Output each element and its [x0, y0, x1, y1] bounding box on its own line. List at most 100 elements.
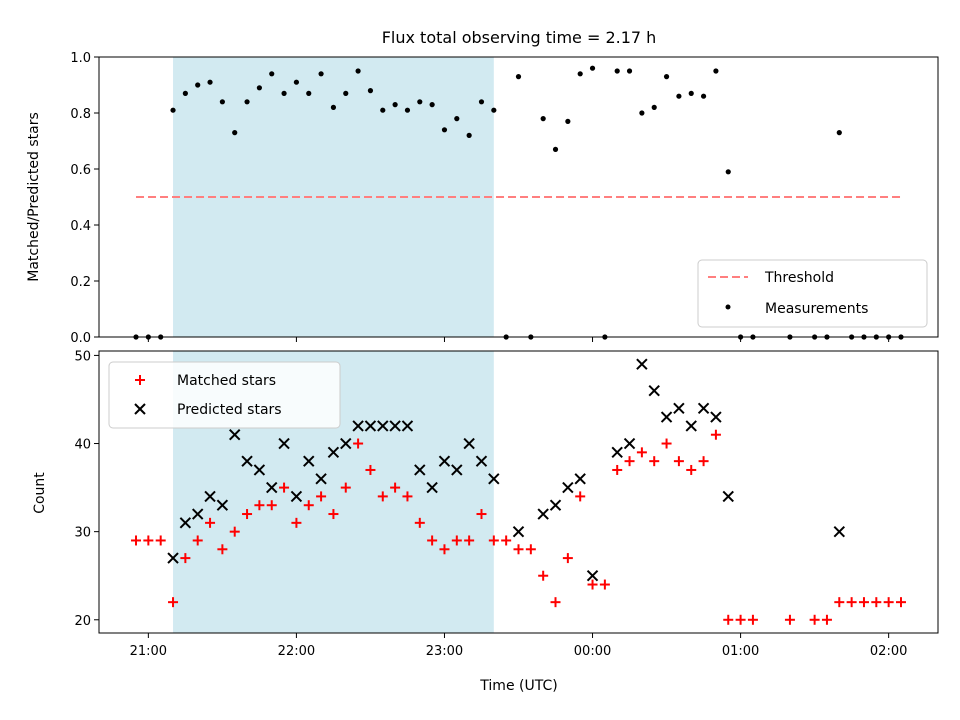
matched-star-point — [217, 544, 228, 555]
top-chart-title: Flux total observing time = 2.17 h — [382, 28, 657, 47]
top-y-axis-label: Matched/Predicted stars — [26, 112, 42, 282]
measurement-point — [515, 74, 522, 80]
matched-star-point — [242, 509, 253, 520]
matched-star-point — [538, 570, 549, 581]
measurement-point — [404, 107, 411, 113]
predicted-star-point — [512, 525, 525, 538]
matched-star-point — [649, 456, 660, 467]
predicted-star-point — [290, 490, 303, 503]
predicted-star-point — [833, 525, 846, 538]
measurement-point — [182, 90, 188, 96]
bottom-y-tick-label: 20 — [74, 614, 91, 629]
legend-matched-label: Matched stars — [177, 373, 276, 389]
top-y-tick-label: 0.0 — [70, 331, 91, 346]
matched-star-point — [834, 597, 845, 608]
bottom-y-tick-label: 30 — [74, 526, 91, 541]
predicted-star-point — [574, 473, 586, 485]
measurement-point — [269, 71, 275, 77]
matched-star-point — [402, 491, 413, 502]
matched-star-point — [439, 544, 450, 555]
top-plot-frame — [98, 56, 939, 338]
top-panel: 0.0 0.2 0.4 0.6 0.8 1.0 Matched/Predicted sta… — [26, 51, 939, 346]
top-y-tick-label: 0.4 — [70, 219, 91, 234]
predicted-star-point — [229, 429, 241, 441]
measurement-point — [577, 71, 583, 77]
matched-star-point — [192, 535, 203, 546]
predicted-star-point — [216, 499, 229, 511]
predicted-star-point — [463, 437, 475, 450]
measurement-point — [713, 68, 719, 74]
matched-star-point — [661, 438, 672, 449]
measurement-point — [626, 68, 633, 74]
matched-star-point — [846, 597, 857, 608]
predicted-star-point — [685, 420, 697, 432]
measurement-point — [565, 118, 571, 124]
matched-star-point — [501, 535, 512, 546]
top-y-tick-label: 1.0 — [70, 51, 91, 66]
measurement-point — [392, 102, 398, 108]
matched-star-point — [488, 535, 499, 546]
measurements-series — [133, 65, 904, 340]
predicted-star-point — [401, 420, 414, 432]
matched-star-point — [784, 614, 795, 625]
predicted-star-point — [648, 384, 660, 397]
predicted-star-point — [414, 464, 426, 476]
legend-predicted-swatch — [134, 403, 146, 415]
measurement-point — [725, 169, 731, 175]
predicted-star-point — [636, 358, 648, 370]
measurement-point — [614, 68, 620, 74]
measurement-point — [232, 130, 238, 136]
matched-star-point — [353, 438, 364, 449]
matched-star-point — [599, 579, 610, 590]
predicted-star-point — [191, 508, 204, 520]
matched-star-point — [328, 509, 339, 520]
measurement-point — [367, 88, 374, 94]
matched-star-point — [636, 447, 647, 458]
measurement-point — [207, 79, 213, 85]
measurement-point — [343, 90, 349, 96]
matched-star-point — [390, 482, 401, 493]
matched-star-point — [365, 464, 376, 475]
measurement-point — [318, 71, 324, 77]
matched-star-point — [340, 482, 351, 493]
predicted-star-point — [697, 402, 710, 414]
matched-star-point — [155, 535, 166, 546]
matched-star-point — [858, 597, 869, 608]
matched-star-point — [525, 544, 536, 555]
measurement-point — [491, 107, 497, 113]
matched-star-point — [451, 535, 462, 546]
legend-measurements-label: Measurements — [765, 301, 868, 317]
predicted-star-point — [537, 508, 549, 520]
predicted-star-point — [364, 420, 377, 432]
bottom-y-tick-label: 40 — [74, 438, 91, 453]
top-y-tick-label: 0.6 — [70, 163, 91, 178]
matched-star-point — [883, 597, 894, 608]
predicted-star-point — [303, 455, 315, 467]
predicted-star-point — [167, 552, 179, 564]
matched-star-point — [143, 535, 154, 546]
predicted-star-point — [562, 481, 574, 494]
measurement-point — [219, 99, 225, 105]
legend-matched-marker — [135, 375, 145, 385]
x-tick-label: 00:00 — [574, 644, 611, 659]
top-y-tick-label: 0.2 — [70, 275, 91, 290]
matched-star-point — [710, 429, 721, 440]
x-tick-label: 02:00 — [870, 644, 907, 659]
matched-star-point — [673, 456, 684, 467]
predicted-star-point — [352, 420, 364, 432]
matched-star-point — [205, 517, 216, 528]
bottom-y-axis-label: Count — [32, 472, 48, 514]
matched-star-point — [377, 491, 388, 502]
predicted-star-point — [722, 490, 734, 503]
measurement-point — [676, 93, 682, 99]
bottom-y-tick-label: 50 — [74, 349, 91, 364]
x-tick-label: 21:00 — [130, 644, 167, 659]
measurement-point — [466, 132, 472, 138]
matched-star-point — [168, 597, 179, 608]
predicted-star-point — [179, 517, 192, 529]
predicted-star-point — [488, 473, 500, 485]
bottom-legend: Matched stars Predicted stars — [108, 361, 341, 429]
measurement-point — [688, 90, 694, 96]
